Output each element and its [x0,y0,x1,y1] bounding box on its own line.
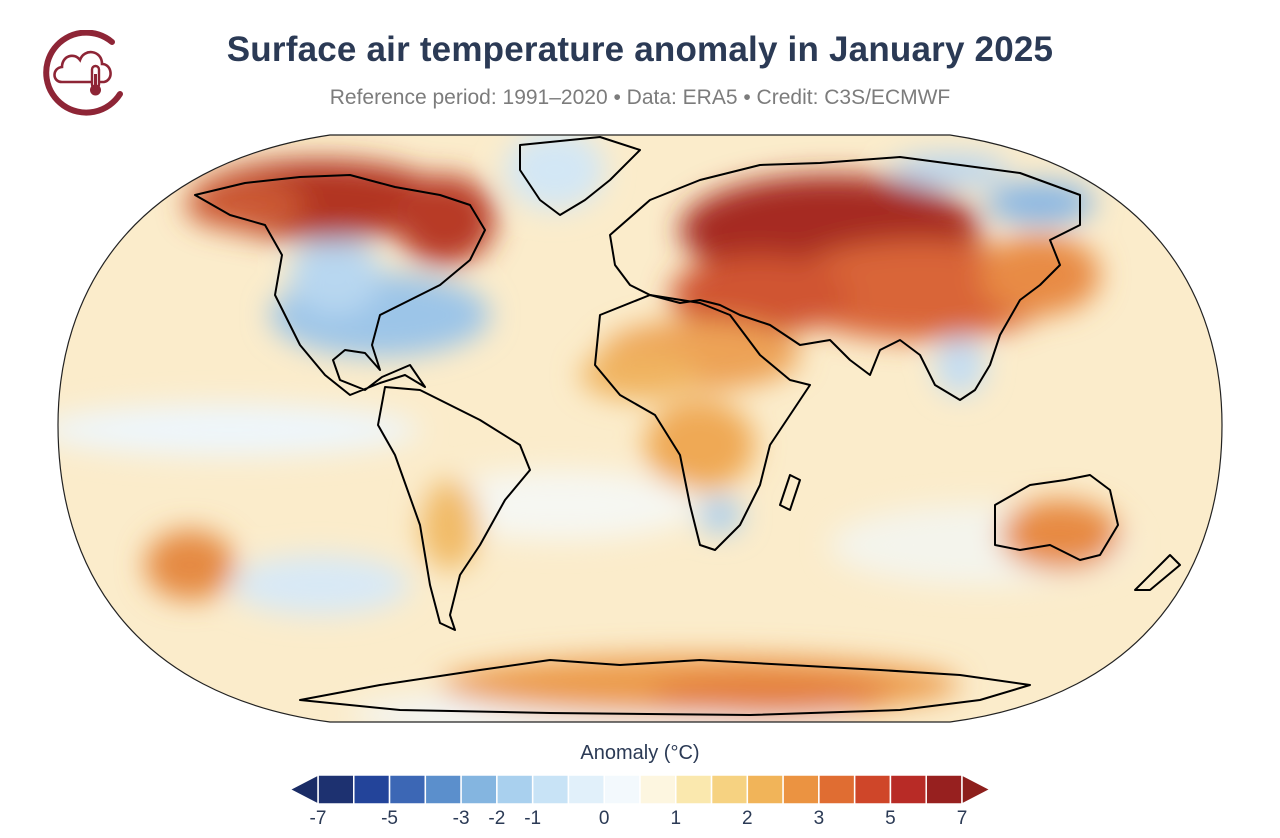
color-bar-segment [603,774,641,805]
legend-tick-label: -3 [452,808,470,829]
cloud-thermometer-icon [43,30,123,116]
color-bar-segment [782,774,820,805]
color-bar-segment [460,774,498,805]
color-bar-segment [388,774,427,805]
color-bar-segment [925,774,963,805]
legend-tick-label: -7 [309,808,327,829]
color-bar-segment [317,774,355,805]
legend-tick-label: 3 [813,808,825,829]
color-bar-segment [746,774,784,805]
legend-tick-label: 1 [670,808,682,829]
legend-tick-label: 5 [885,808,896,829]
color-bar-low-extend [288,773,319,806]
world-anomaly-map [57,134,1223,723]
map-subtitle: Reference period: 1991–2020 • Data: ERA5… [329,86,951,109]
legend-tick-label: 7 [956,808,968,829]
color-bar-segment [496,774,534,805]
legend-title: Anomaly (°C) [580,742,700,764]
color-bar-segment [531,774,570,805]
color-bar-segment [353,774,391,805]
color-bar-segment [853,774,892,805]
legend-tick-label: -5 [381,808,398,829]
color-bar-segment [818,774,856,805]
color-bar-segment [639,774,677,805]
color-bar-segment [424,774,462,805]
color-bar-segment [889,774,927,805]
color-bar-segment [567,774,605,805]
color-bar-segment [710,774,749,805]
color-bar-high-extend [961,773,992,806]
color-bar-segment [675,774,713,805]
legend-tick-label: 2 [742,808,753,829]
legend-tick-label: -1 [524,808,542,829]
legend-ticks: -7 -5 -3 -2 -1 0 1 2 3 5 7 [0,808,1280,838]
legend-tick-label: 0 [598,808,610,829]
legend-tick-label: -2 [488,808,506,829]
color-scale-bar [288,773,992,806]
map-title: Surface air temperature anomaly in Janua… [226,30,1054,69]
